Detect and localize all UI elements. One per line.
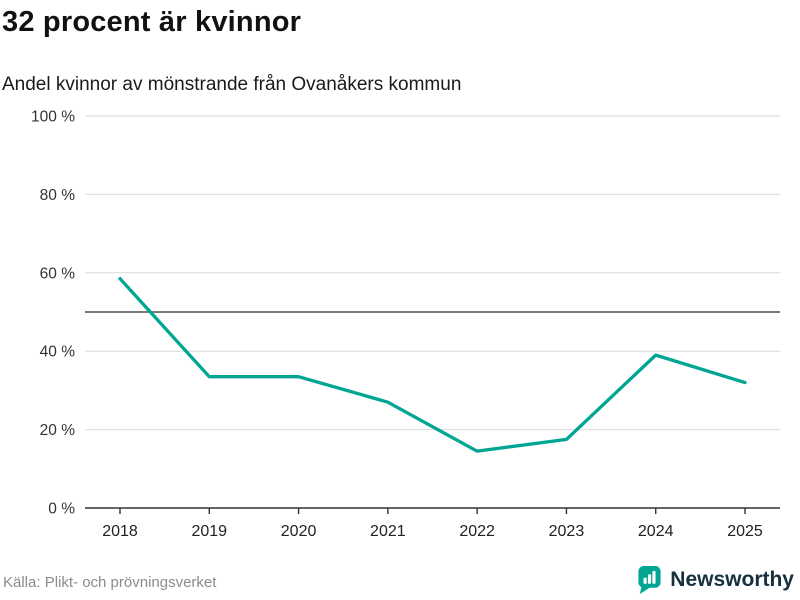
line-chart-plot: 0 % 20 % 40 % 60 % 80 % 100 % 2018 2019 2020 2021…	[31, 109, 780, 540]
series-line	[118, 277, 747, 453]
x-tick-label: 2025	[727, 523, 763, 540]
newsworthy-logo[interactable]: Newsworthy	[636, 565, 794, 595]
y-tick-label: 80 %	[40, 187, 76, 204]
y-tick-label: 100 %	[31, 109, 75, 126]
x-tick-label: 2020	[281, 523, 317, 540]
x-tick-label: 2022	[459, 523, 495, 540]
y-tick-label: 60 %	[40, 265, 76, 282]
newsworthy-wordmark: Newsworthy	[670, 568, 794, 591]
x-tick-label: 2023	[549, 523, 585, 540]
source-note: Källa: Plikt- och prövningsverket	[3, 574, 217, 591]
y-tick-label: 0 %	[48, 501, 75, 518]
x-tick-label: 2024	[638, 523, 674, 540]
newsworthy-icon	[638, 566, 661, 594]
x-tick-label: 2021	[370, 523, 406, 540]
y-tick-label: 20 %	[40, 422, 76, 439]
chart-title: 32 procent är kvinnor	[2, 6, 302, 38]
x-tick-label: 2019	[191, 523, 227, 540]
y-tick-label: 40 %	[40, 344, 76, 361]
chart-subtitle: Andel kvinnor av mönstrande från Ovanåke…	[2, 74, 462, 95]
x-tick-label: 2018	[102, 523, 138, 540]
